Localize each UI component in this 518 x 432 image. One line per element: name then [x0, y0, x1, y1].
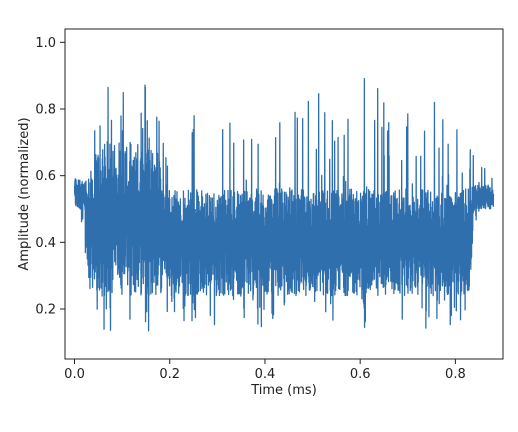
y-tick-label: 0.8 [35, 103, 56, 118]
x-tick-label: 0.2 [159, 367, 180, 382]
y-tick-label: 0.2 [35, 303, 56, 318]
y-axis: 0.2 0.4 0.6 0.8 1.0 [35, 36, 65, 318]
y-tick-label: 0.6 [35, 169, 56, 184]
signal-series [73, 77, 495, 332]
y-tick-label: 0.4 [35, 236, 56, 251]
x-tick-label: 0.0 [64, 367, 85, 382]
plot-frame [64, 28, 504, 360]
x-tick-label: 0.6 [350, 367, 371, 382]
x-tick-label: 0.4 [255, 367, 276, 382]
y-tick-label: 1.0 [35, 36, 56, 51]
y-axis-label: Amplitude (normalized) [17, 117, 32, 270]
x-axis: 0.0 0.2 0.4 0.6 0.8 [64, 359, 466, 382]
x-axis-label: Time (ms) [250, 383, 317, 398]
signal-line [73, 77, 495, 332]
x-tick-label: 0.8 [445, 367, 466, 382]
